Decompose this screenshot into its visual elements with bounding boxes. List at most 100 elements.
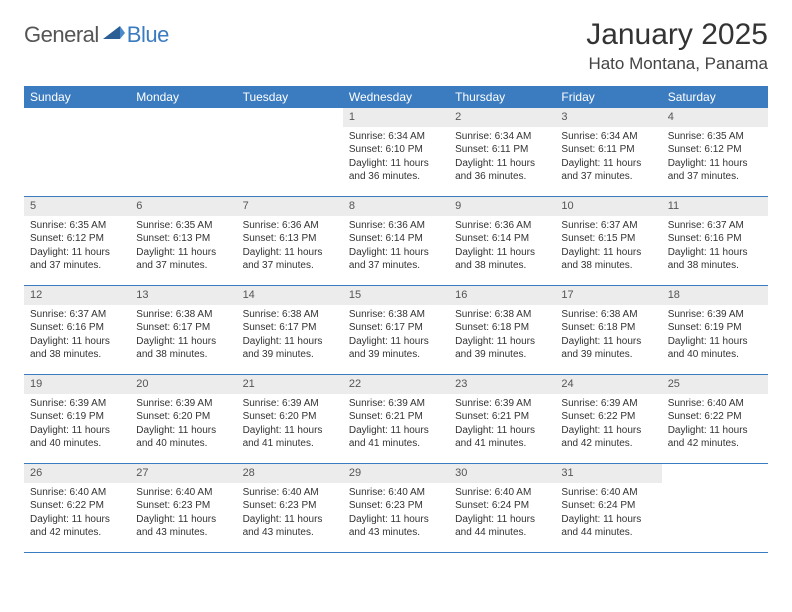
sunrise-text: Sunrise: 6:40 AM — [561, 486, 655, 500]
sunset-text: Sunset: 6:18 PM — [455, 321, 549, 335]
daylight-text: Daylight: 11 hours and 39 minutes. — [243, 335, 337, 362]
sunrise-text: Sunrise: 6:36 AM — [243, 219, 337, 233]
sunrise-text: Sunrise: 6:40 AM — [136, 486, 230, 500]
logo-text-general: General — [24, 22, 99, 48]
day-number: 2 — [449, 108, 555, 127]
day-content: Sunrise: 6:35 AMSunset: 6:13 PMDaylight:… — [130, 216, 236, 279]
daylight-text: Daylight: 11 hours and 37 minutes. — [30, 246, 124, 273]
sunrise-text: Sunrise: 6:39 AM — [455, 397, 549, 411]
day-number: 19 — [24, 375, 130, 394]
day-cell: 5Sunrise: 6:35 AMSunset: 6:12 PMDaylight… — [24, 197, 130, 285]
sunset-text: Sunset: 6:17 PM — [243, 321, 337, 335]
day-number: 24 — [555, 375, 661, 394]
sunset-text: Sunset: 6:11 PM — [455, 143, 549, 157]
day-content: Sunrise: 6:40 AMSunset: 6:24 PMDaylight:… — [555, 483, 661, 546]
day-number: 18 — [662, 286, 768, 305]
day-cell: 22Sunrise: 6:39 AMSunset: 6:21 PMDayligh… — [343, 375, 449, 463]
day-content: Sunrise: 6:37 AMSunset: 6:16 PMDaylight:… — [662, 216, 768, 279]
sunset-text: Sunset: 6:20 PM — [136, 410, 230, 424]
day-number: 14 — [237, 286, 343, 305]
logo-triangle-icon — [103, 23, 125, 44]
title-block: January 2025 Hato Montana, Panama — [586, 18, 768, 74]
month-title: January 2025 — [586, 18, 768, 52]
day-content: Sunrise: 6:39 AMSunset: 6:21 PMDaylight:… — [449, 394, 555, 457]
header: General Blue January 2025 Hato Montana, … — [24, 18, 768, 74]
week-row: 26Sunrise: 6:40 AMSunset: 6:22 PMDayligh… — [24, 464, 768, 553]
sunrise-text: Sunrise: 6:37 AM — [30, 308, 124, 322]
daylight-text: Daylight: 11 hours and 36 minutes. — [349, 157, 443, 184]
sunset-text: Sunset: 6:16 PM — [30, 321, 124, 335]
sunrise-text: Sunrise: 6:40 AM — [30, 486, 124, 500]
day-cell: 17Sunrise: 6:38 AMSunset: 6:18 PMDayligh… — [555, 286, 661, 374]
daylight-text: Daylight: 11 hours and 41 minutes. — [243, 424, 337, 451]
sunrise-text: Sunrise: 6:38 AM — [561, 308, 655, 322]
day-number: 9 — [449, 197, 555, 216]
sunset-text: Sunset: 6:21 PM — [455, 410, 549, 424]
day-cell: 24Sunrise: 6:39 AMSunset: 6:22 PMDayligh… — [555, 375, 661, 463]
sunset-text: Sunset: 6:10 PM — [349, 143, 443, 157]
sunset-text: Sunset: 6:22 PM — [668, 410, 762, 424]
day-content: Sunrise: 6:38 AMSunset: 6:17 PMDaylight:… — [343, 305, 449, 368]
day-number: 21 — [237, 375, 343, 394]
day-content: Sunrise: 6:38 AMSunset: 6:18 PMDaylight:… — [555, 305, 661, 368]
sunset-text: Sunset: 6:24 PM — [561, 499, 655, 513]
sunrise-text: Sunrise: 6:40 AM — [668, 397, 762, 411]
sunrise-text: Sunrise: 6:37 AM — [561, 219, 655, 233]
daylight-text: Daylight: 11 hours and 38 minutes. — [561, 246, 655, 273]
sunrise-text: Sunrise: 6:36 AM — [455, 219, 549, 233]
daylight-text: Daylight: 11 hours and 37 minutes. — [349, 246, 443, 273]
daylight-text: Daylight: 11 hours and 39 minutes. — [561, 335, 655, 362]
weekday-header: Tuesday — [237, 86, 343, 108]
daylight-text: Daylight: 11 hours and 42 minutes. — [668, 424, 762, 451]
logo: General Blue — [24, 18, 169, 48]
sunrise-text: Sunrise: 6:39 AM — [243, 397, 337, 411]
week-row: ...1Sunrise: 6:34 AMSunset: 6:10 PMDayli… — [24, 108, 768, 197]
day-content: Sunrise: 6:38 AMSunset: 6:17 PMDaylight:… — [237, 305, 343, 368]
weekday-header: Saturday — [662, 86, 768, 108]
sunrise-text: Sunrise: 6:39 AM — [349, 397, 443, 411]
daylight-text: Daylight: 11 hours and 38 minutes. — [30, 335, 124, 362]
day-cell: 10Sunrise: 6:37 AMSunset: 6:15 PMDayligh… — [555, 197, 661, 285]
sunset-text: Sunset: 6:22 PM — [30, 499, 124, 513]
sunset-text: Sunset: 6:23 PM — [243, 499, 337, 513]
sunrise-text: Sunrise: 6:38 AM — [455, 308, 549, 322]
day-content: Sunrise: 6:38 AMSunset: 6:18 PMDaylight:… — [449, 305, 555, 368]
sunrise-text: Sunrise: 6:35 AM — [136, 219, 230, 233]
daylight-text: Daylight: 11 hours and 38 minutes. — [668, 246, 762, 273]
day-content: Sunrise: 6:34 AMSunset: 6:11 PMDaylight:… — [555, 127, 661, 190]
day-cell: 7Sunrise: 6:36 AMSunset: 6:13 PMDaylight… — [237, 197, 343, 285]
day-number: 11 — [662, 197, 768, 216]
daylight-text: Daylight: 11 hours and 40 minutes. — [30, 424, 124, 451]
weekday-header: Friday — [555, 86, 661, 108]
sunset-text: Sunset: 6:13 PM — [136, 232, 230, 246]
sunrise-text: Sunrise: 6:35 AM — [30, 219, 124, 233]
day-cell: 1Sunrise: 6:34 AMSunset: 6:10 PMDaylight… — [343, 108, 449, 196]
day-cell: . — [662, 464, 768, 552]
daylight-text: Daylight: 11 hours and 37 minutes. — [243, 246, 337, 273]
day-number: 20 — [130, 375, 236, 394]
sunset-text: Sunset: 6:20 PM — [243, 410, 337, 424]
weekday-header: Sunday — [24, 86, 130, 108]
weekday-header-row: Sunday Monday Tuesday Wednesday Thursday… — [24, 86, 768, 108]
day-cell: 8Sunrise: 6:36 AMSunset: 6:14 PMDaylight… — [343, 197, 449, 285]
day-cell: 27Sunrise: 6:40 AMSunset: 6:23 PMDayligh… — [130, 464, 236, 552]
sunrise-text: Sunrise: 6:38 AM — [349, 308, 443, 322]
week-row: 5Sunrise: 6:35 AMSunset: 6:12 PMDaylight… — [24, 197, 768, 286]
day-content: Sunrise: 6:35 AMSunset: 6:12 PMDaylight:… — [662, 127, 768, 190]
daylight-text: Daylight: 11 hours and 36 minutes. — [455, 157, 549, 184]
day-cell: 20 Sunrise: 6:39 AMSunset: 6:20 PMDayligh… — [130, 375, 236, 463]
sunset-text: Sunset: 6:23 PM — [136, 499, 230, 513]
day-number: 16 — [449, 286, 555, 305]
day-cell: . — [24, 108, 130, 196]
daylight-text: Daylight: 11 hours and 40 minutes. — [136, 424, 230, 451]
logo-text-blue: Blue — [127, 22, 169, 48]
day-cell: 6Sunrise: 6:35 AMSunset: 6:13 PMDaylight… — [130, 197, 236, 285]
day-number: 15 — [343, 286, 449, 305]
day-number: 22 — [343, 375, 449, 394]
daylight-text: Daylight: 11 hours and 39 minutes. — [455, 335, 549, 362]
sunrise-text: Sunrise: 6:39 AM — [136, 397, 230, 411]
sunset-text: Sunset: 6:15 PM — [561, 232, 655, 246]
sunrise-text: Sunrise: 6:35 AM — [668, 130, 762, 144]
sunrise-text: Sunrise: 6:40 AM — [243, 486, 337, 500]
daylight-text: Daylight: 11 hours and 42 minutes. — [561, 424, 655, 451]
